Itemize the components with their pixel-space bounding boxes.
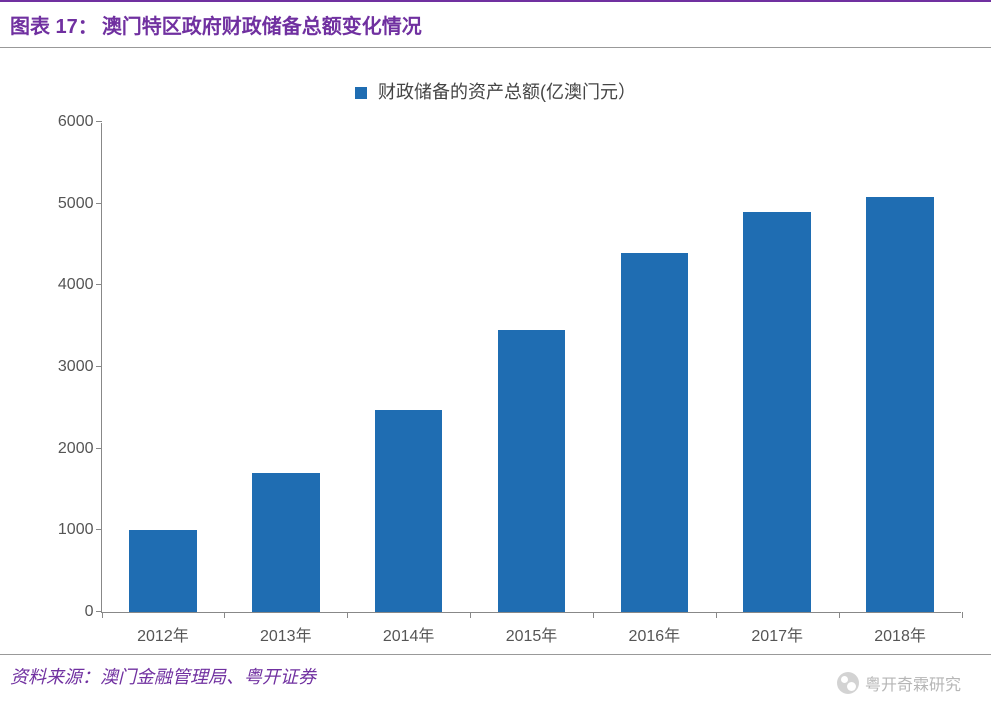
x-tick-mark	[962, 612, 963, 618]
bar	[375, 410, 443, 612]
x-tick-mark	[224, 612, 225, 618]
chart-legend: 财政储备的资产总额(亿澳门元）	[21, 78, 971, 104]
chart-title-prefix: 图表 17：	[10, 10, 98, 39]
x-tick-label: 2015年	[506, 612, 558, 646]
legend-label: 财政储备的资产总额(亿澳门元）	[378, 82, 636, 102]
chart-title-row: 图表 17： 澳门特区政府财政储备总额变化情况	[0, 0, 991, 48]
bar	[743, 212, 811, 612]
x-tick-mark	[102, 612, 103, 618]
x-tick-label: 2016年	[629, 612, 681, 646]
y-tick-mark	[96, 121, 102, 122]
x-tick-mark	[716, 612, 717, 618]
y-tick-label: 1000	[58, 521, 102, 539]
x-tick-mark	[839, 612, 840, 618]
watermark-text: 粤开奇霖研究	[865, 671, 961, 695]
y-tick-label: 0	[85, 603, 102, 621]
y-tick-label: 3000	[58, 358, 102, 376]
bar	[129, 530, 197, 612]
bar	[498, 330, 566, 612]
x-tick-mark	[593, 612, 594, 618]
y-tick-mark	[96, 284, 102, 285]
y-tick-label: 2000	[58, 440, 102, 458]
x-tick-label: 2017年	[751, 612, 803, 646]
legend-swatch	[355, 87, 367, 99]
chart-area: 财政储备的资产总额(亿澳门元） 010002000300040005000600…	[21, 58, 971, 648]
bar	[866, 197, 934, 612]
x-tick-label: 2014年	[383, 612, 435, 646]
y-tick-label: 5000	[58, 195, 102, 213]
source-text: 资料来源：澳门金融管理局、粤开证券	[10, 663, 316, 689]
wechat-icon	[837, 672, 859, 694]
x-tick-label: 2013年	[260, 612, 312, 646]
x-tick-label: 2018年	[874, 612, 926, 646]
plot-region: 01000200030004000500060002012年2013年2014年…	[101, 123, 961, 613]
chart-title-text: 澳门特区政府财政储备总额变化情况	[102, 10, 422, 39]
y-tick-mark	[96, 529, 102, 530]
y-tick-mark	[96, 203, 102, 204]
bars-layer	[102, 123, 961, 612]
watermark: 粤开奇霖研究	[837, 671, 961, 695]
x-tick-label: 2012年	[137, 612, 189, 646]
y-tick-label: 4000	[58, 276, 102, 294]
bar	[621, 253, 689, 612]
y-tick-mark	[96, 448, 102, 449]
y-tick-mark	[96, 366, 102, 367]
y-tick-label: 6000	[58, 113, 102, 131]
x-tick-mark	[347, 612, 348, 618]
bar	[252, 473, 320, 612]
x-tick-mark	[470, 612, 471, 618]
